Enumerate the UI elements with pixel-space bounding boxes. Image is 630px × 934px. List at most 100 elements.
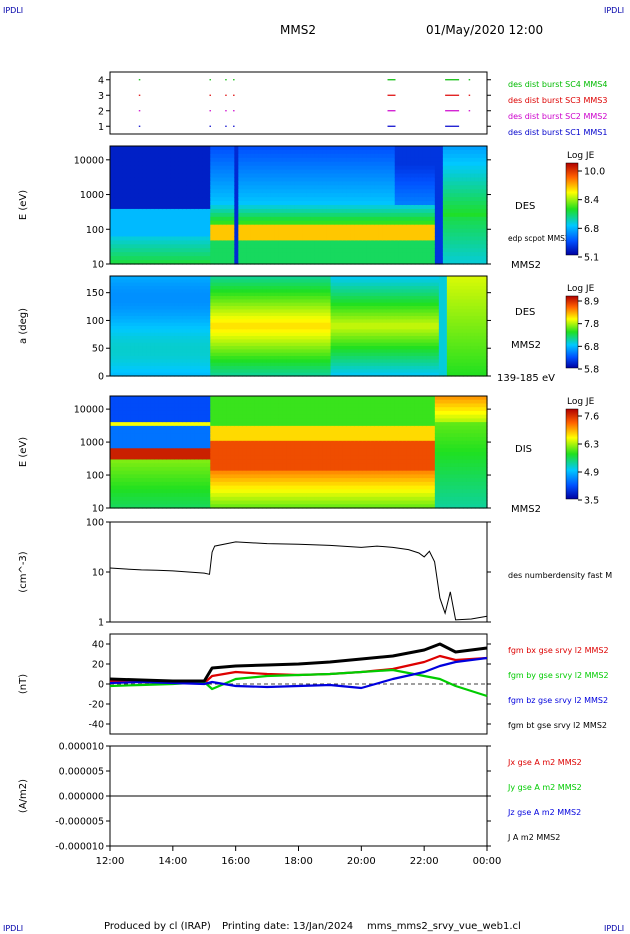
des-energy-cell <box>306 173 312 179</box>
des-energy-cell <box>214 252 219 257</box>
des-energy-cell <box>298 169 304 175</box>
des-energy-cell <box>422 260 428 265</box>
des-energy-cell <box>238 181 243 186</box>
des-pitch-cell <box>286 316 292 320</box>
des-energy-cell <box>242 228 247 234</box>
des-energy-cell <box>330 153 336 159</box>
des-pitch-cell <box>262 349 268 354</box>
des-pitch-cell <box>322 359 328 364</box>
des-pitch-cell <box>282 336 288 340</box>
des-energy-cell <box>354 232 360 238</box>
des-energy-cell <box>286 149 292 155</box>
des-energy-cell <box>266 181 272 186</box>
des-energy-cell <box>418 220 424 226</box>
des-pitch-cell <box>198 312 203 317</box>
des-energy-cell <box>410 220 416 226</box>
des-energy-cell <box>118 161 123 167</box>
des-pitch-cell <box>374 279 380 284</box>
des-energy-cell <box>342 165 348 171</box>
des-energy-cell <box>478 173 484 179</box>
des-pitch-cell <box>350 329 356 334</box>
des-energy-cell <box>334 228 340 234</box>
des-pitch-cell <box>214 332 219 337</box>
des-pitch-cell <box>334 332 340 337</box>
des-energy-cell <box>474 173 480 179</box>
des-pitch-cell <box>170 322 175 327</box>
des-energy-cell <box>478 256 484 261</box>
des-energy-cell <box>230 232 235 238</box>
des-energy-cell <box>254 149 259 155</box>
des-energy-cell <box>166 260 171 265</box>
des-pitch-cell <box>222 319 227 324</box>
des-energy-cell <box>286 216 292 222</box>
des-energy-cell <box>158 197 163 202</box>
des-energy-cell <box>122 240 127 245</box>
des-energy-cell <box>334 240 340 245</box>
des-energy-cell <box>354 220 360 226</box>
des-energy-cell <box>402 201 408 206</box>
des-energy-cell <box>418 256 424 261</box>
des-energy-cell <box>246 240 251 245</box>
des-pitch-cell <box>150 279 155 284</box>
des-energy-cell <box>150 216 155 222</box>
des-energy-cell <box>358 248 364 253</box>
des-pitch-cell <box>290 282 296 287</box>
des-energy-cell <box>170 252 175 257</box>
des-energy-cell <box>242 244 247 249</box>
des-energy-cell <box>186 169 191 175</box>
des-energy-cell <box>306 232 312 238</box>
des-energy-cell <box>374 149 380 155</box>
des-energy-cell <box>430 208 436 214</box>
des-energy-cell <box>214 216 219 222</box>
des-pitch-cell <box>122 346 127 350</box>
des-energy-cell <box>438 173 444 179</box>
des-pitch-cell <box>386 276 392 280</box>
des-pitch-cell <box>230 366 235 370</box>
des-pitch-cell <box>366 332 372 337</box>
des-pitch-cell <box>194 282 199 287</box>
des-energy-cell <box>314 248 320 253</box>
des-energy-cell <box>238 240 243 245</box>
des-pitch-cell <box>250 316 255 320</box>
des-energy-cell <box>154 157 159 163</box>
des-energy-cell <box>134 256 139 261</box>
des-pitch-cell <box>202 366 207 370</box>
des-energy-cell <box>122 224 127 230</box>
des-pitch-cell <box>302 346 308 350</box>
des-pitch-cell <box>114 329 119 334</box>
des-pitch-cell <box>302 316 308 320</box>
des-energy-cell <box>466 161 472 167</box>
des-energy-cell <box>198 189 203 194</box>
des-pitch-cell <box>334 342 340 347</box>
des-energy-cell <box>354 256 360 261</box>
des-energy-cell <box>230 236 235 241</box>
des-energy-cell <box>274 181 280 186</box>
des-energy-cell <box>254 201 259 206</box>
des-energy-cell <box>318 157 324 163</box>
des-pitch-cell <box>186 302 191 307</box>
des-pitch-cell <box>346 329 352 334</box>
des-energy-cell <box>286 224 292 230</box>
des-energy-cell <box>266 208 272 214</box>
des-pitch-cell <box>126 339 131 344</box>
des-energy-cell <box>310 185 316 190</box>
des-energy-cell <box>154 260 159 265</box>
des-pitch-cell <box>254 292 259 297</box>
des-pitch-cell <box>186 349 191 354</box>
des-energy-cell <box>178 228 183 234</box>
des-pitch-cell <box>130 276 135 280</box>
des-pitch-cell <box>122 302 127 307</box>
des-energy-cell <box>246 177 251 182</box>
des-pitch-cell <box>310 359 316 364</box>
des-pitch-cell <box>374 366 380 370</box>
des-pitch-cell <box>318 362 324 367</box>
des-energy-cell <box>138 177 143 182</box>
des-pitch-cell <box>250 356 255 360</box>
des-energy-cell <box>430 228 436 234</box>
des-energy-cell <box>114 240 119 245</box>
des-energy-cell <box>338 201 344 206</box>
des-energy-cell <box>274 185 280 190</box>
des-pitch-cell <box>358 276 364 280</box>
des-energy-cell <box>246 149 251 155</box>
des-pitch-cell <box>266 302 272 307</box>
